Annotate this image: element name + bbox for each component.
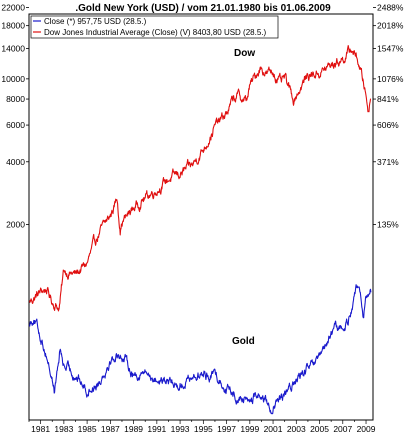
label-dow: Dow bbox=[234, 48, 255, 59]
series-layer bbox=[29, 45, 372, 415]
left-axis: 22000 18000 14000 10000 8000 6000 4000 2000 bbox=[1, 3, 29, 230]
legend-gold: Close (*) 957,75 USD (28.5.) bbox=[44, 17, 147, 26]
x-tick-label: 1997 bbox=[217, 424, 236, 434]
x-tick-label: 1989 bbox=[124, 424, 143, 434]
x-tick-label: 1995 bbox=[194, 424, 213, 434]
gold-series-line bbox=[29, 284, 372, 415]
x-tick-label: 1993 bbox=[171, 424, 190, 434]
left-tick-label: 22000 bbox=[1, 3, 25, 13]
left-tick-label: 18000 bbox=[1, 21, 25, 31]
chart-title: .Gold New York (USD) / vom 21.01.1980 bi… bbox=[75, 3, 331, 14]
left-tick-label: 14000 bbox=[1, 43, 25, 53]
x-tick-label: 1985 bbox=[78, 424, 97, 434]
legend-dow: Dow Jones Industrial Average (Close) (V)… bbox=[44, 28, 267, 37]
x-tick-label: 1987 bbox=[101, 424, 120, 434]
right-tick-label: 371% bbox=[377, 157, 399, 167]
legend: Close (*) 957,75 USD (28.5.) Dow Jones I… bbox=[30, 15, 279, 39]
dow-series-line bbox=[29, 45, 372, 312]
left-tick-label: 8000 bbox=[6, 94, 25, 104]
x-tick-label: 2007 bbox=[333, 424, 352, 434]
x-tick-label: 2001 bbox=[264, 424, 283, 434]
left-tick-label: 2000 bbox=[6, 220, 25, 230]
right-tick-label: 2018% bbox=[377, 21, 404, 31]
right-tick-label: 841% bbox=[377, 94, 399, 104]
right-tick-label: 1547% bbox=[377, 43, 404, 53]
right-tick-label: 606% bbox=[377, 120, 399, 130]
label-gold: Gold bbox=[232, 336, 255, 347]
plot-area bbox=[28, 13, 374, 421]
x-tick-label: 1991 bbox=[147, 424, 166, 434]
x-axis: 1981 1983 1985 1987 1989 1991 1993 1995 1997 1999… bbox=[28, 420, 376, 434]
right-tick-label: 135% bbox=[377, 220, 399, 230]
right-tick-label: 1076% bbox=[377, 74, 404, 84]
left-tick-label: 6000 bbox=[6, 120, 25, 130]
left-tick-label: 4000 bbox=[6, 157, 25, 167]
x-tick-label: 2009 bbox=[357, 424, 376, 434]
x-tick-label: 1999 bbox=[240, 424, 259, 434]
x-tick-label: 1983 bbox=[54, 424, 73, 434]
legend-box bbox=[30, 15, 279, 39]
right-axis: 2488% 2018% 1547% 1076% 841% 606% 371% 135% bbox=[373, 3, 404, 230]
x-tick-label: 1981 bbox=[31, 424, 50, 434]
x-tick-label: 2005 bbox=[310, 424, 329, 434]
left-tick-label: 10000 bbox=[1, 74, 25, 84]
right-tick-label: 2488% bbox=[377, 3, 404, 13]
x-tick-label: 2003 bbox=[287, 424, 306, 434]
